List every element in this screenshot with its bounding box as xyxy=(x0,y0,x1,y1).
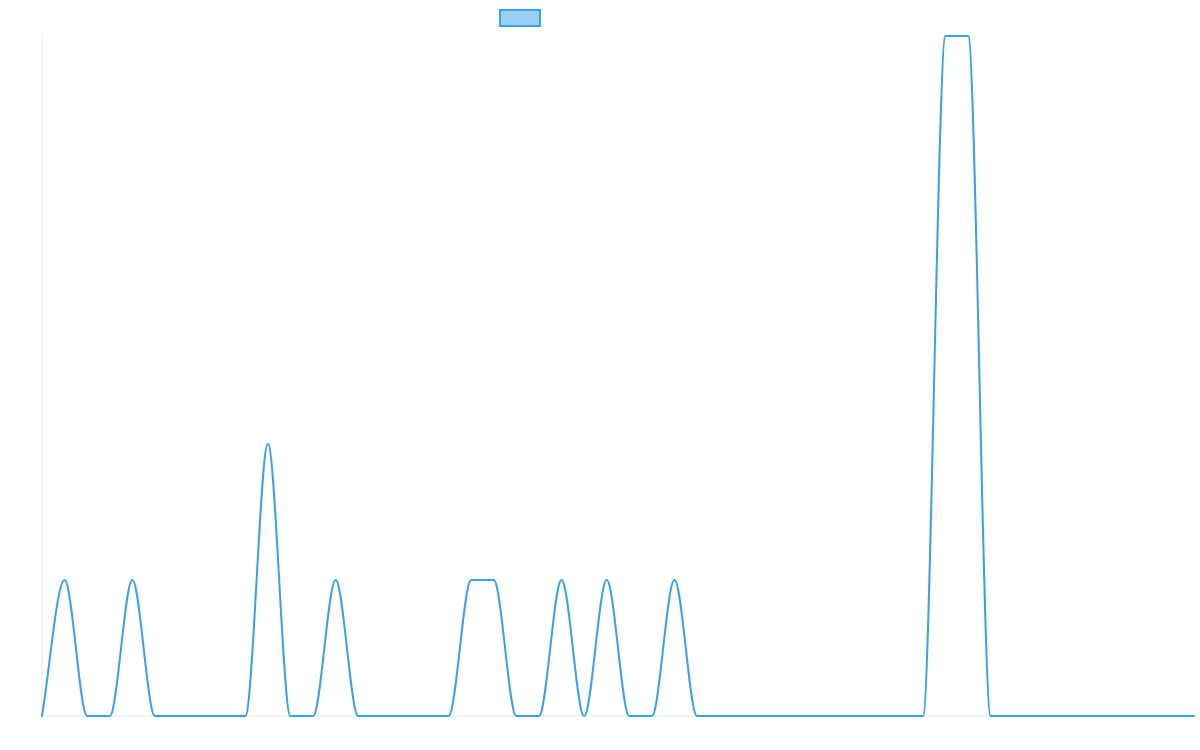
data-point[interactable] xyxy=(762,713,768,719)
data-point[interactable] xyxy=(378,713,384,719)
data-point[interactable] xyxy=(220,713,226,719)
data-point[interactable] xyxy=(62,577,68,583)
data-point[interactable] xyxy=(784,713,790,719)
data-point[interactable] xyxy=(694,713,700,719)
data-point[interactable] xyxy=(175,713,181,719)
data-point[interactable] xyxy=(1055,713,1061,719)
data-point[interactable] xyxy=(400,713,406,719)
data-point[interactable] xyxy=(965,33,971,39)
data-point[interactable] xyxy=(920,713,926,719)
data-point[interactable] xyxy=(536,713,542,719)
data-point[interactable] xyxy=(626,713,632,719)
data-point[interactable] xyxy=(807,713,813,719)
data-point[interactable] xyxy=(107,713,113,719)
data-point[interactable] xyxy=(1078,713,1084,719)
data-point[interactable] xyxy=(852,713,858,719)
data-point[interactable] xyxy=(739,713,745,719)
data-point[interactable] xyxy=(333,577,339,583)
data-point[interactable] xyxy=(559,577,565,583)
data-point[interactable] xyxy=(1168,713,1174,719)
data-point[interactable] xyxy=(830,713,836,719)
data-point[interactable] xyxy=(1010,713,1016,719)
data-point[interactable] xyxy=(1146,713,1152,719)
data-point[interactable] xyxy=(1191,713,1197,719)
axes xyxy=(41,36,1194,717)
data-point[interactable] xyxy=(129,577,135,583)
data-point[interactable] xyxy=(84,713,90,719)
data-point[interactable] xyxy=(287,713,293,719)
data-point[interactable] xyxy=(988,713,994,719)
data-point[interactable] xyxy=(1033,713,1039,719)
data-point[interactable] xyxy=(310,713,316,719)
data-point[interactable] xyxy=(468,577,474,583)
data-point[interactable] xyxy=(265,441,271,447)
data-point[interactable] xyxy=(197,713,203,719)
data-point[interactable] xyxy=(355,713,361,719)
data-point[interactable] xyxy=(604,577,610,583)
data-point[interactable] xyxy=(491,577,497,583)
data-point[interactable] xyxy=(717,713,723,719)
series-group xyxy=(39,33,1197,719)
data-point[interactable] xyxy=(39,713,45,719)
data-point[interactable] xyxy=(649,713,655,719)
data-point[interactable] xyxy=(1123,713,1129,719)
data-point[interactable] xyxy=(446,713,452,719)
data-point[interactable] xyxy=(513,713,519,719)
data-point[interactable] xyxy=(423,713,429,719)
data-point[interactable] xyxy=(671,577,677,583)
data-point[interactable] xyxy=(152,713,158,719)
data-point[interactable] xyxy=(943,33,949,39)
data-point[interactable] xyxy=(897,713,903,719)
data-point[interactable] xyxy=(242,713,248,719)
data-point[interactable] xyxy=(581,713,587,719)
legend-swatch[interactable] xyxy=(499,9,541,27)
data-point[interactable] xyxy=(875,713,881,719)
legend[interactable] xyxy=(499,9,541,27)
series-line-0[interactable] xyxy=(41,35,1195,717)
data-point[interactable] xyxy=(1101,713,1107,719)
